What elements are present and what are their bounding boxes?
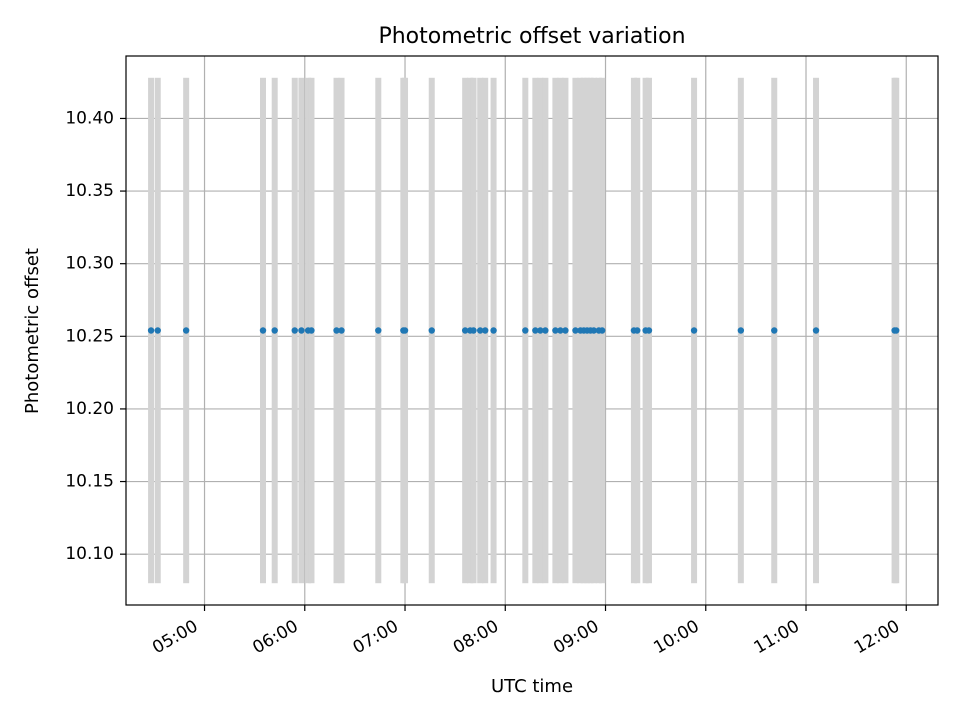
data-point-3 [259,327,267,334]
data-point-21 [522,327,529,334]
y-axis-label: Photometric offset [22,248,43,414]
data-point-40 [690,327,698,334]
x-axis-label: UTC time [491,676,573,697]
data-point-0 [147,327,155,334]
data-point-14 [428,327,435,334]
data-point-45 [893,327,900,334]
y-tick-label-4: 10.30 [65,254,114,274]
x-tick-label-2: 07:00 [350,616,402,658]
x-tick-label-4: 09:00 [550,616,602,658]
y-tick-label-2: 10.20 [65,399,114,419]
x-tick-label-0: 05:00 [149,616,201,658]
data-point-13 [401,327,409,334]
data-point-6 [298,327,305,334]
data-point-42 [771,327,778,334]
plot-frame [125,55,939,606]
data-point-11 [375,327,382,334]
data-point-28 [572,327,579,334]
points [147,327,900,334]
data-point-10 [338,327,345,334]
y-tick-label-6: 10.40 [65,108,114,128]
x-tick-label-3: 08:00 [450,616,502,658]
x-tick-label-5: 10:00 [650,616,702,658]
y-tick-label-3: 10.25 [65,326,114,346]
data-point-2 [182,327,190,334]
data-point-8 [308,327,315,334]
data-point-18 [477,327,484,334]
data-point-22 [532,327,539,334]
data-point-43 [812,327,820,334]
data-point-39 [645,327,653,334]
x-tick-label-6: 11:00 [751,616,803,658]
data-point-24 [542,327,549,334]
data-point-26 [557,327,564,334]
data-point-1 [154,327,161,334]
chart-title: Photometric offset variation [378,24,685,49]
data-point-23 [537,327,544,334]
data-point-15 [461,327,469,334]
y-tick-label-1: 10.15 [65,472,114,492]
x-tick-label-1: 06:00 [249,616,301,658]
data-point-25 [552,327,559,334]
data-point-41 [737,327,745,334]
data-point-5 [291,327,298,334]
data-point-35 [598,327,606,334]
y-tick-label-0: 10.10 [65,544,114,564]
data-point-4 [271,327,278,334]
data-point-9 [333,327,340,334]
data-point-37 [634,327,641,334]
data-point-17 [470,327,477,334]
y-tick-label-5: 10.35 [65,181,114,201]
data-point-33 [590,327,598,334]
x-tick-label-7: 12:00 [851,616,903,658]
data-point-27 [562,327,569,334]
data-point-20 [490,327,497,334]
data-point-19 [482,327,489,334]
